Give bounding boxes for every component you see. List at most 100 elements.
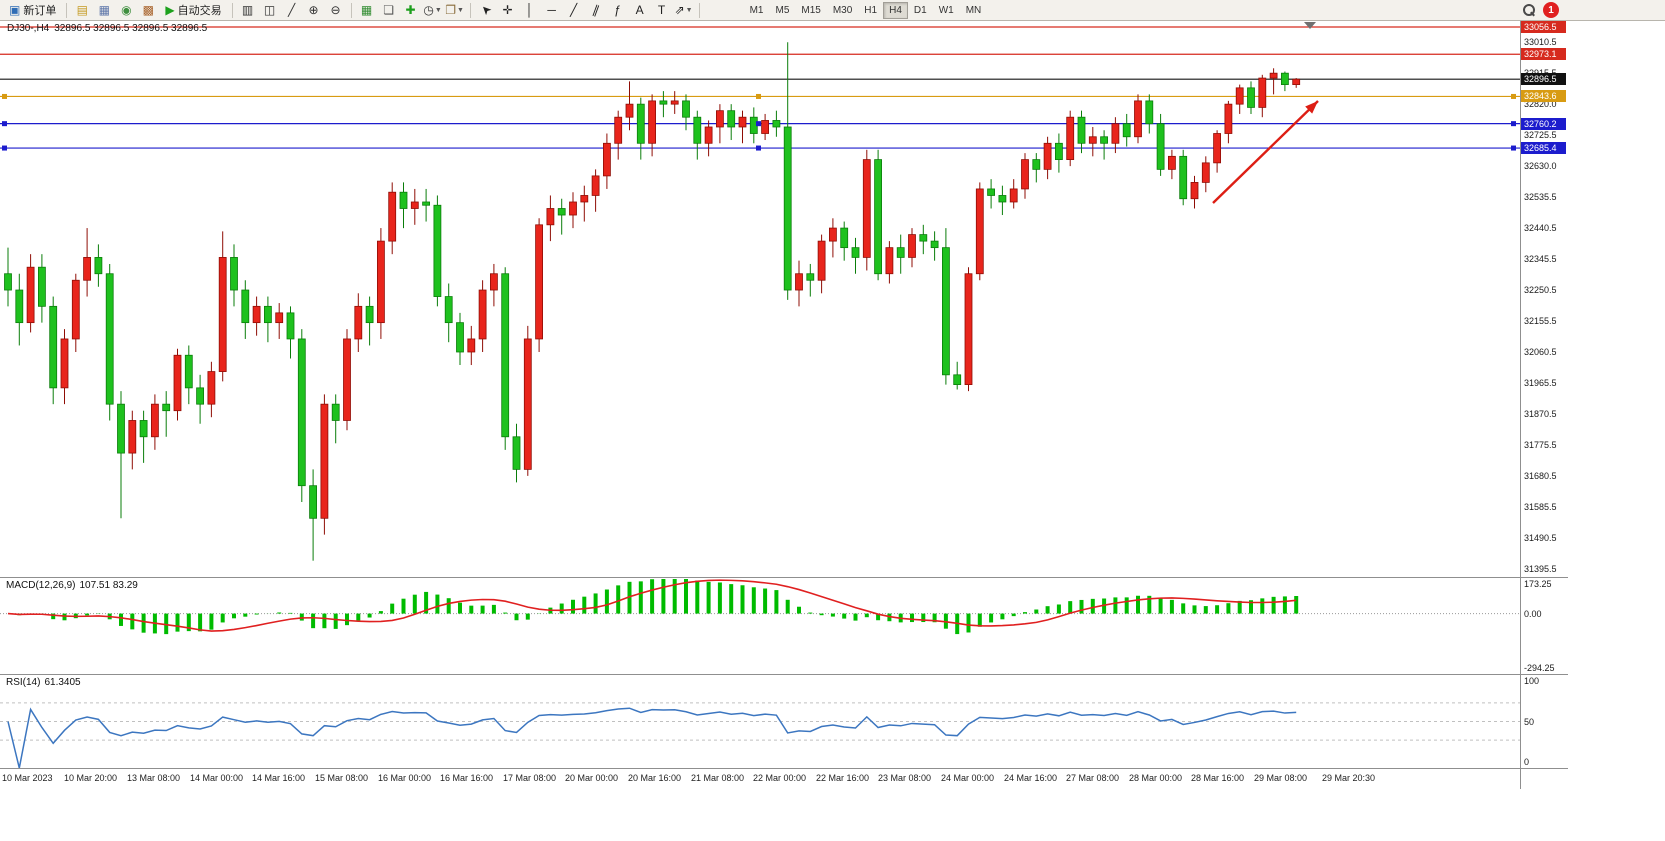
market-watch-icon: ◉ <box>121 3 132 17</box>
timeframe-mn-button[interactable]: MN <box>960 2 988 19</box>
candle <box>919 234 928 242</box>
zoom-in-button[interactable]: ⊕ <box>303 1 325 19</box>
timeframe-w1-button[interactable]: W1 <box>933 2 960 19</box>
candle <box>467 338 476 353</box>
candle <box>376 240 385 324</box>
vertical-line-button[interactable]: │ <box>519 1 541 19</box>
panel-separator[interactable] <box>0 674 1568 675</box>
candle <box>817 240 826 281</box>
indicators-button[interactable]: ✚ <box>400 1 422 19</box>
candle <box>908 234 916 258</box>
hline-handle[interactable] <box>756 145 761 151</box>
candlestick-chart-button[interactable]: ◫ <box>259 1 281 19</box>
candle <box>783 126 792 291</box>
notification-badge[interactable]: 1 <box>1543 2 1559 18</box>
tile-windows-button[interactable]: ▦ <box>356 1 378 19</box>
hline-handle[interactable] <box>1511 121 1516 127</box>
zoom-out-button[interactable]: ⊖ <box>325 1 347 19</box>
time-axis[interactable]: 10 Mar 2023 10 Mar 20:00 13 Mar 08:00 14 Ma… <box>0 769 1568 789</box>
horizontal-line-button[interactable]: ─ <box>541 1 563 19</box>
price-badge-32896.5: 32896.5 <box>1521 73 1566 86</box>
panel-separator[interactable] <box>0 577 1568 578</box>
candle <box>1190 182 1199 200</box>
candle <box>410 201 419 209</box>
new-chart-button[interactable]: ▩ <box>137 1 159 19</box>
rsi-axis[interactable]: 100 50 0 <box>1521 675 1567 768</box>
timeframe-d1-button[interactable]: D1 <box>908 2 933 19</box>
panel-separator[interactable] <box>0 768 1568 769</box>
search-button[interactable] <box>1520 2 1538 19</box>
text-button[interactable]: A <box>629 1 651 19</box>
profiles-button[interactable]: ▤ <box>71 1 93 19</box>
time-label: 20 Mar 00:00 <box>565 773 619 783</box>
cursor-button[interactable]: ➤ <box>475 1 497 19</box>
equidistant-channel-button[interactable]: ∥ <box>585 1 607 19</box>
timeframe-h1-button[interactable]: H1 <box>858 2 883 19</box>
cascade-windows-button[interactable]: ❏ <box>378 1 400 19</box>
market-watch-button[interactable]: ◉ <box>115 1 137 19</box>
trend-arrow-line[interactable] <box>1212 100 1319 204</box>
rsi-line <box>7 707 1297 768</box>
crosshair-button[interactable]: ✛ <box>497 1 519 19</box>
bar-chart-icon: ▥ <box>241 3 254 17</box>
candle <box>670 100 679 105</box>
price-badge-32685.4: 32685.4 <box>1521 142 1566 155</box>
periods-button[interactable]: ◷ ▼ <box>422 1 444 19</box>
hline-handle[interactable] <box>1511 93 1516 99</box>
text-label-button[interactable]: T <box>651 1 673 19</box>
symbol-period-label: DJ30-,H4 <box>7 23 50 34</box>
timeframe-h4-button[interactable]: H4 <box>883 1 908 19</box>
auto-trading-button[interactable]: ▶ 自动交易 <box>159 1 227 19</box>
fibonacci-button[interactable]: ƒ <box>607 1 629 19</box>
price-grid-label: 32725.5 <box>1524 129 1557 140</box>
timeframe-m1-button[interactable]: M1 <box>744 2 770 19</box>
macd-signal-line <box>7 579 1297 632</box>
candle <box>761 120 769 134</box>
line-chart-button[interactable]: ╱ <box>281 1 303 19</box>
macd-axis[interactable]: 173.25 0.00 -294.25 <box>1521 578 1567 674</box>
arrows-button[interactable]: ⇗ ▼ <box>673 1 695 19</box>
rsi-panel-plot[interactable] <box>0 675 1520 768</box>
candle <box>569 201 577 216</box>
symbol-info-bar: DJ30-,H4 32896.5 32896.5 32896.5 32896.5 <box>7 23 212 34</box>
bar-chart-button[interactable]: ▥ <box>237 1 259 19</box>
trend-arrow-head[interactable] <box>1305 101 1318 114</box>
price-axis[interactable]: 33010.5 32915.5 32820.0 32725.5 32630.0 32535… <box>1521 21 1567 577</box>
candle <box>218 257 227 372</box>
candle <box>173 354 182 412</box>
time-label: 20 Mar 16:00 <box>628 773 682 783</box>
hline-handle[interactable] <box>1511 145 1516 151</box>
candle <box>320 403 329 519</box>
timeframe-m5-button[interactable]: M5 <box>769 2 795 19</box>
new-order-button[interactable]: ▣ 新订单 <box>3 1 62 19</box>
candle <box>998 195 1007 203</box>
trendline-button[interactable]: ╱ <box>563 1 585 19</box>
templates-button[interactable]: ❐ ▼ <box>444 1 466 19</box>
hline-handle[interactable] <box>2 121 7 127</box>
time-label: 28 Mar 16:00 <box>1191 773 1245 783</box>
candle <box>512 436 521 470</box>
candle <box>964 273 973 386</box>
chart-shift-marker[interactable] <box>1304 22 1316 29</box>
candle <box>399 191 408 209</box>
macd-panel-plot[interactable] <box>0 578 1520 674</box>
timeframe-m30-button[interactable]: M30 <box>827 2 858 19</box>
new-order-icon: ▣ <box>9 3 21 17</box>
candle <box>546 208 555 226</box>
data-window-button[interactable]: ▦ <box>93 1 115 19</box>
hline-handle[interactable] <box>2 145 7 151</box>
candle <box>184 354 193 389</box>
hline-handle[interactable] <box>756 93 761 99</box>
time-label: 27 Mar 08:00 <box>1066 773 1120 783</box>
candle <box>795 273 803 291</box>
chart-type-group: ▥ ◫ ╱ ⊕ ⊖ <box>237 1 347 19</box>
hline-handle[interactable] <box>756 121 761 127</box>
candle <box>862 159 871 258</box>
candle <box>603 142 611 177</box>
candle <box>1269 72 1278 79</box>
templates-dropdown-icon: ▼ <box>456 6 464 14</box>
hline-handle[interactable] <box>2 93 7 99</box>
main-chart-plot[interactable] <box>0 21 1520 577</box>
candle <box>806 273 815 281</box>
timeframe-m15-button[interactable]: M15 <box>795 2 826 19</box>
